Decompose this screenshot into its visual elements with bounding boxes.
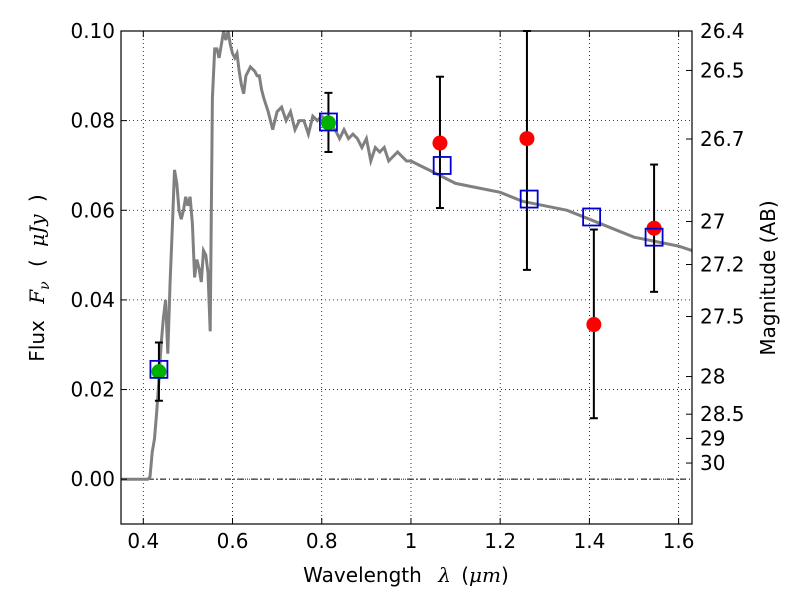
y2-tick-label: 26.5 [700,58,745,82]
upper-limit-point [519,131,535,147]
x-axis-label: Wavelength λ (μm) [303,563,509,587]
model-photometry-point [519,189,539,209]
y2-tick-label: 27.2 [700,253,745,277]
model-photometry-point [149,359,169,379]
x-tick-label: 0.6 [217,529,249,553]
grid [121,30,692,524]
y2-tick-label: 27 [700,209,725,233]
model-photometry-point [644,227,664,247]
x-tick-label: 0.4 [127,529,159,553]
y2-axis-label: Magnitude (AB) [756,200,780,355]
y2-tick-label: 26.7 [700,127,745,151]
model-photometry-points [149,112,664,379]
model-photometry-point [432,156,452,175]
x-ticks: 0.4 0.6 0.8 1 1.2 1.4 1.6 [127,31,695,553]
y-tick-label: 0.10 [70,19,115,43]
x-tick-label: 1.2 [484,529,516,553]
y-tick-label: 0.06 [70,198,115,222]
detection-point [320,115,336,131]
detection-point [151,364,167,380]
x-tick-label: 1.4 [573,529,605,553]
x-tick-label: 1 [405,529,418,553]
y-tick-label: 0.00 [70,467,115,491]
y-tick-label: 0.08 [70,109,115,133]
upper-limit-point [586,317,602,333]
y-tick-label: 0.04 [70,288,115,312]
y2-tick-label: 26.4 [700,19,745,43]
y-tick-label: 0.02 [70,378,115,402]
y-ticks: 0.00 0.02 0.04 0.06 0.08 0.10 [70,19,127,491]
y-axis-label: Flux Fν ( μJy ) [25,194,54,361]
y2-tick-label: 29 [700,426,725,450]
x-tick-label: 0.8 [306,529,338,553]
model-photometry-point [582,207,602,227]
upper-limit-point [432,135,448,151]
y2-tick-label: 28 [700,365,725,389]
plot-frame [120,30,693,525]
model-sed-line [121,30,693,481]
data-points [151,115,662,380]
y2-tick-label: 30 [700,451,725,475]
y2-tick-label: 28.5 [700,402,745,426]
model-photometry-point [319,112,338,132]
y2-tick-label: 27.5 [700,304,745,328]
x-tick-label: 1.6 [663,529,695,553]
